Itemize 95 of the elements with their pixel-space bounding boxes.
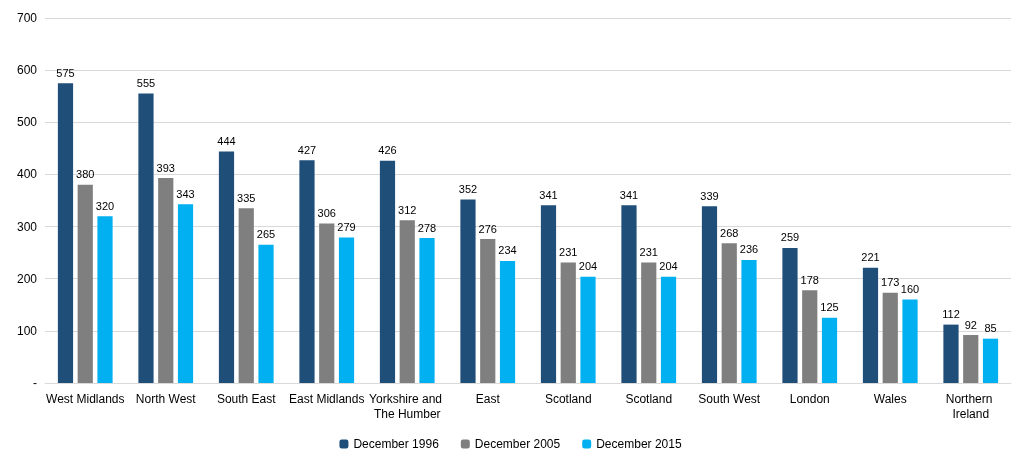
data-label: 236 [739, 243, 759, 256]
x-tick-label: South West [698, 391, 761, 406]
data-label: 278 [417, 221, 437, 234]
data-label: 276 [478, 222, 497, 235]
bar [238, 208, 254, 383]
bar [499, 260, 516, 383]
data-label: 343 [176, 187, 195, 200]
data-label: 393 [156, 161, 175, 174]
y-tick-label: 400 [16, 167, 38, 182]
x-tick-label: East [475, 391, 501, 406]
y-tick-label: 700 [16, 11, 38, 25]
data-label: 204 [659, 260, 678, 273]
data-label: 306 [317, 206, 336, 219]
y-tick-label: 500 [16, 115, 38, 130]
data-label: 221 [861, 251, 880, 264]
data-label: 341 [619, 188, 639, 201]
bar [741, 259, 757, 383]
data-label: 125 [820, 301, 839, 314]
data-label: 341 [539, 188, 558, 201]
data-label: 259 [780, 231, 800, 244]
x-tick-label: Wales [873, 391, 907, 406]
bar [641, 262, 657, 383]
legend-label: December 2005 [474, 437, 561, 451]
bar [701, 206, 718, 383]
bar [258, 244, 274, 383]
bar [319, 223, 335, 383]
bar [821, 317, 838, 383]
x-tick-label: North West [135, 391, 197, 406]
bar [540, 205, 557, 383]
data-label: 173 [881, 276, 900, 289]
data-label: 204 [578, 260, 598, 273]
bar [399, 220, 415, 383]
data-label: 352 [458, 182, 478, 195]
legend-label: December 1996 [353, 437, 440, 451]
x-tick-label: Scotland [544, 391, 592, 406]
bar [299, 160, 315, 383]
bar [782, 247, 798, 383]
bar [982, 338, 999, 383]
bar [460, 199, 476, 383]
bar [802, 290, 818, 383]
data-label: 575 [56, 66, 75, 79]
bar [338, 237, 355, 383]
data-label: 92 [964, 318, 977, 331]
data-label: 339 [700, 189, 719, 202]
data-label: 335 [237, 191, 256, 204]
x-tick-label: East Midlands [289, 391, 365, 406]
data-label: 234 [498, 244, 517, 257]
x-tick-label: Northern Ireland [945, 391, 996, 421]
bar [177, 204, 194, 383]
bar [621, 205, 637, 383]
bar [902, 299, 918, 383]
data-label: 265 [256, 228, 276, 241]
bar [580, 276, 596, 383]
x-tick-label: London [789, 391, 830, 406]
y-tick-label: 100 [16, 323, 38, 338]
x-tick-label: Yorkshire and The Humber [369, 391, 446, 421]
data-label: 178 [800, 273, 819, 286]
bar [721, 243, 737, 383]
bar [97, 216, 113, 383]
bar [882, 292, 898, 383]
x-tick-label: Scotland [625, 391, 673, 406]
data-label: 312 [398, 203, 417, 216]
data-label: 85 [984, 322, 997, 335]
data-label: 320 [95, 199, 115, 212]
y-tick-label: - [33, 376, 37, 390]
data-label: 555 [136, 77, 156, 90]
data-label: 427 [297, 143, 317, 156]
x-tick-label: West Midlands [46, 391, 125, 406]
bar [943, 324, 959, 383]
bar [419, 238, 435, 383]
y-tick-label: 200 [16, 271, 38, 286]
data-label: 444 [217, 134, 236, 147]
y-tick-label: 300 [16, 219, 38, 234]
data-label: 231 [639, 246, 658, 259]
bar [560, 262, 576, 383]
data-label: 112 [942, 308, 960, 321]
data-label: 380 [76, 168, 95, 181]
bar [138, 93, 154, 383]
legend-label: December 2015 [596, 437, 682, 451]
data-label: 268 [720, 226, 739, 239]
data-label: 279 [337, 221, 356, 234]
bar [77, 184, 93, 383]
bar [963, 335, 979, 383]
bar [379, 160, 396, 383]
data-label: 160 [900, 283, 920, 296]
bar [862, 267, 879, 383]
bar [57, 83, 74, 383]
data-label: 426 [378, 144, 397, 157]
x-tick-label: South East [216, 391, 277, 406]
bar [480, 239, 496, 383]
data-label: 231 [559, 246, 578, 259]
y-tick-label: 600 [16, 63, 38, 78]
bar [218, 151, 235, 383]
bar [158, 178, 174, 383]
bar [660, 276, 677, 383]
